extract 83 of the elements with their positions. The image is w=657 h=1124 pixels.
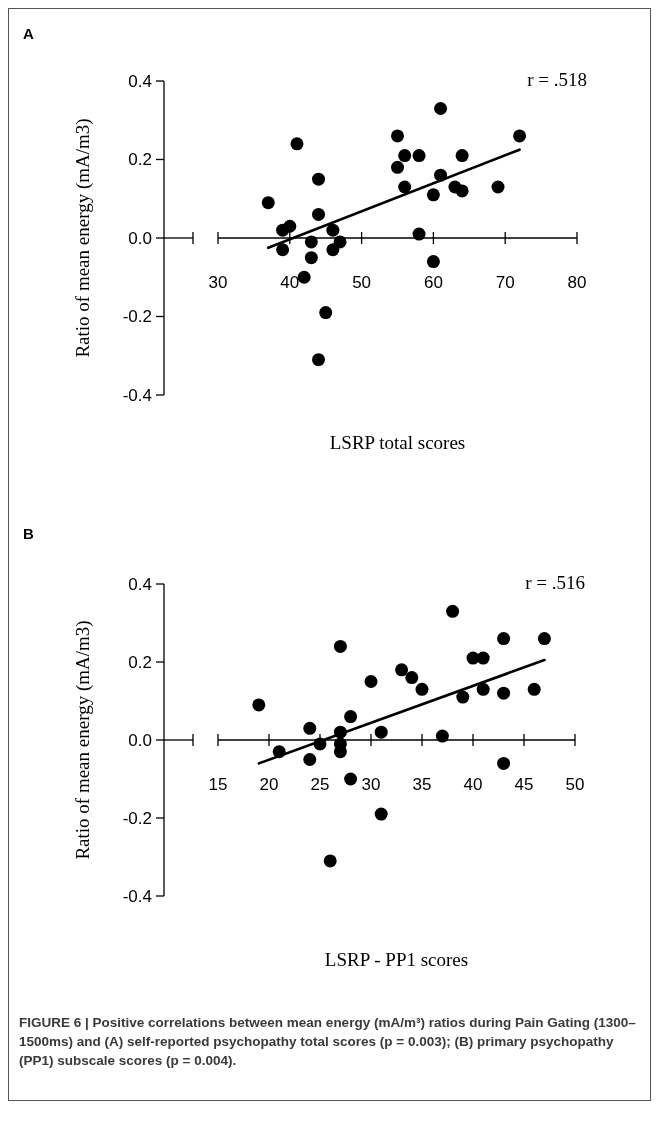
x-tick-label: 70	[495, 273, 515, 292]
annotation: r = .516	[525, 572, 585, 593]
point	[333, 745, 347, 759]
text: A	[23, 25, 34, 42]
point	[497, 632, 511, 646]
point	[297, 270, 311, 284]
point	[391, 160, 404, 174]
point	[304, 251, 318, 265]
point	[476, 651, 490, 665]
point	[426, 188, 440, 202]
point	[312, 172, 326, 186]
x-tick-label: 50	[352, 273, 372, 292]
x-axis-title: LSRP total scores	[329, 432, 466, 453]
point	[312, 353, 326, 367]
y-tick-label: 0.4	[128, 71, 152, 91]
point	[405, 671, 419, 685]
y-axis-title: Ratio of mean energy (mA/m3)	[72, 620, 94, 860]
point	[303, 721, 317, 735]
point	[398, 149, 412, 163]
point	[456, 690, 470, 704]
x-tick-label: 80	[567, 273, 587, 292]
y-tick-label: -0.4	[122, 886, 152, 906]
y-tick-label: 0.2	[128, 652, 152, 672]
x-tick-label: 30	[361, 775, 381, 794]
point	[513, 129, 527, 143]
point	[290, 137, 304, 151]
x-tick-label: 25	[310, 775, 330, 794]
point	[283, 219, 297, 233]
point	[374, 725, 388, 739]
point	[319, 306, 333, 320]
point	[476, 682, 490, 696]
y-tick-label: 0.4	[128, 574, 152, 594]
point	[491, 180, 505, 194]
point	[303, 753, 317, 766]
point	[497, 756, 511, 770]
point	[333, 639, 347, 653]
point	[426, 255, 440, 269]
annotation: r = .518	[527, 69, 587, 90]
point	[374, 807, 388, 821]
point	[497, 686, 511, 700]
point	[391, 129, 404, 143]
text: B	[23, 525, 34, 542]
x-tick-label: 15	[208, 775, 228, 794]
point	[455, 149, 469, 163]
point	[323, 854, 337, 868]
point	[312, 207, 326, 221]
y-tick-label: 0.2	[128, 150, 152, 170]
point	[434, 101, 448, 115]
x-tick-label: 60	[423, 273, 443, 292]
x-tick-label: 35	[412, 775, 432, 794]
point	[252, 698, 266, 712]
point	[446, 604, 460, 618]
point	[344, 772, 358, 786]
x-tick-label: 40	[280, 273, 300, 292]
x-tick-label: 20	[259, 775, 279, 794]
y-tick-label: -0.2	[122, 307, 152, 327]
x-tick-label: 40	[463, 775, 483, 794]
point	[326, 243, 340, 257]
caption: FIGURE 6 | Positive correlations between mean energy (mA/m³) ratios during Pain Gating (1300–1500ms) and (A) self-reported psychopathy total scores (p = 0.003); (B) primary psychopathy (PP1) subscale scores (p = 0.004).	[18, 1014, 637, 1070]
point	[344, 710, 358, 724]
point	[395, 663, 409, 677]
point	[435, 729, 449, 743]
y-tick-label: 0.0	[128, 730, 152, 750]
y-tick-label: -0.2	[122, 808, 152, 828]
point	[364, 675, 378, 688]
point	[537, 632, 551, 646]
point	[326, 223, 340, 237]
x-tick-label: 45	[514, 775, 534, 794]
point	[261, 196, 275, 210]
y-tick-label: -0.4	[122, 385, 152, 405]
y-axis-title: Ratio of mean energy (mA/m3)	[72, 118, 94, 358]
point	[412, 149, 426, 163]
point	[398, 180, 412, 194]
point	[415, 682, 429, 696]
y-tick-label: 0.0	[128, 228, 152, 248]
x-tick-label: 50	[565, 775, 585, 794]
point	[412, 227, 426, 241]
point	[304, 235, 318, 249]
point	[527, 682, 541, 696]
x-axis-title: LSRP - PP1 scores	[324, 949, 469, 970]
point	[276, 243, 290, 257]
point	[455, 184, 469, 198]
x-tick-label: 30	[208, 273, 228, 292]
